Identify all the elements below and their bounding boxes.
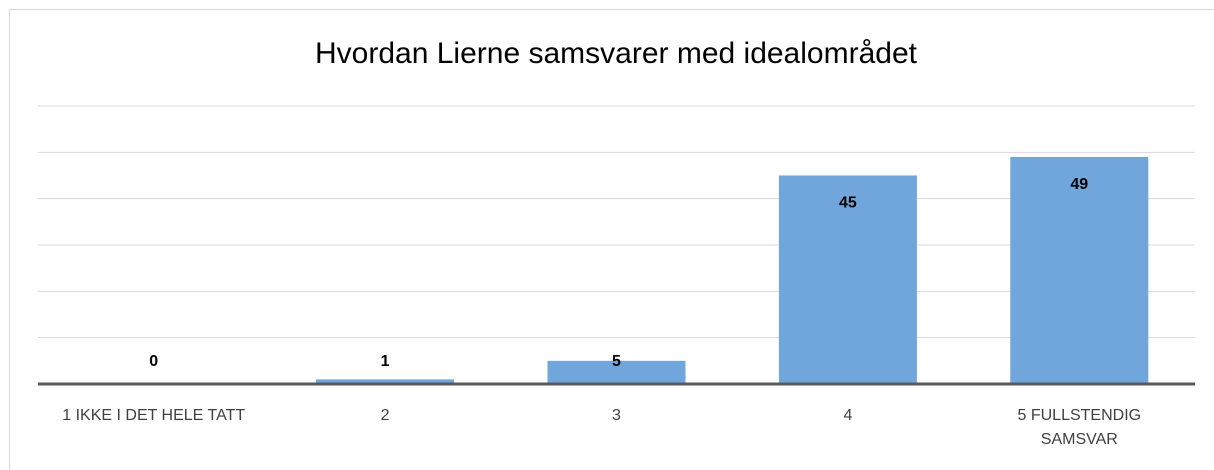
bar <box>547 360 686 384</box>
x-tick-slot: 5 FULLSTENDIG SAMSVAR <box>1017 407 1142 448</box>
value-label: 0 <box>149 353 158 370</box>
chart-title: Hvordan Lierne samsvarer med idealområde… <box>315 37 918 70</box>
value-label: 45 <box>839 195 857 212</box>
value-label: 5 <box>612 353 621 370</box>
x-tick-slot: 1 IKKE I DET HELE TATT <box>62 407 246 424</box>
bar <box>1010 156 1149 384</box>
x-tick-label: 3 <box>612 407 621 424</box>
bar <box>316 379 455 384</box>
x-tick-label: 2 <box>380 407 390 424</box>
x-tick-slot: 4 <box>843 407 853 424</box>
x-tick-label: 1 IKKE I DET HELE TATT <box>62 407 246 424</box>
x-tick-label: 4 <box>843 407 853 424</box>
x-tick-label: 5 FULLSTENDIG SAMSVAR <box>1017 407 1142 448</box>
bar <box>778 175 917 384</box>
x-tick-slot: 3 <box>612 407 621 424</box>
value-label: 49 <box>1070 176 1088 193</box>
x-tick-slot: 2 <box>380 407 390 424</box>
value-label: 1 <box>381 353 390 370</box>
